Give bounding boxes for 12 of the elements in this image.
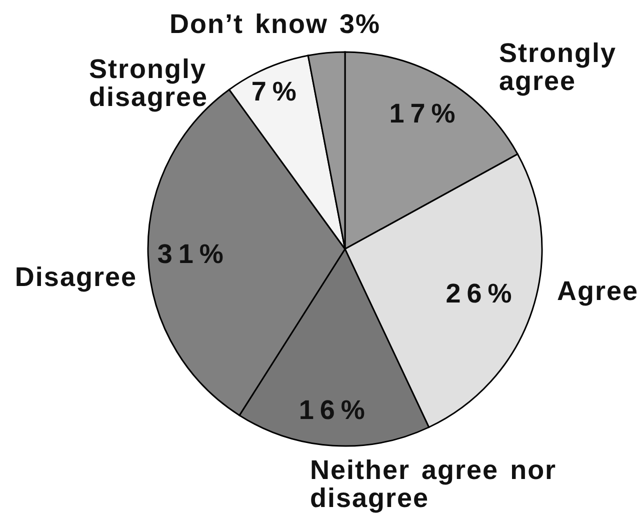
data-label: 17% [389, 98, 462, 128]
data-label: 31% [157, 238, 230, 269]
data-label: 16% [298, 395, 371, 426]
slice-label: Neither agree nor disagree [310, 455, 557, 513]
data-label: 3% [339, 9, 381, 39]
data-label: 7% [251, 76, 302, 107]
slice-label: Agree [557, 276, 639, 306]
slice-label: Strongly agree [499, 38, 617, 96]
slice-label: Strongly disagree [89, 54, 208, 112]
slice-label: Disagree [14, 262, 137, 292]
slice-label: Don’t know [169, 9, 328, 39]
data-label: 26% [446, 278, 518, 308]
